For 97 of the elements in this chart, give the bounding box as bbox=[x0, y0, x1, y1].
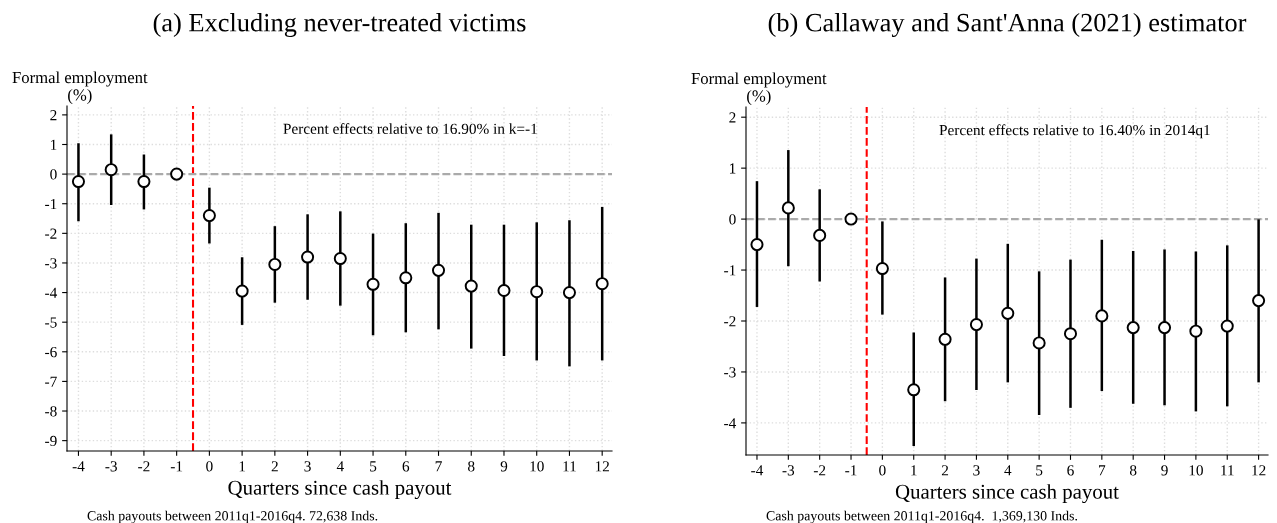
text: Cash payouts between 2011q1-2016q4. 1,369,130 Inds. bbox=[766, 510, 1078, 523]
point bbox=[813, 228, 827, 242]
x-tick-label: 4 bbox=[1004, 465, 1012, 476]
point bbox=[750, 238, 764, 252]
point bbox=[1158, 321, 1172, 335]
annotation: Percent effects relative to 16.40% in 2014q1 bbox=[939, 124, 1210, 139]
point bbox=[71, 174, 85, 189]
point bbox=[268, 257, 282, 271]
x-axis-title: Quarters since cash payout bbox=[228, 480, 452, 500]
x-tick-label: -3 bbox=[105, 461, 117, 472]
x-tick-label: 0 bbox=[879, 465, 886, 476]
x-tick-label: 6 bbox=[1067, 465, 1074, 476]
chart-title: (b) Callaway and Sant'Anna (2021) estimator bbox=[768, 13, 1247, 37]
x-tick-label: 1 bbox=[239, 461, 246, 472]
y-tick-label: 0 bbox=[729, 214, 736, 225]
x-tick-label: 5 bbox=[1036, 465, 1043, 476]
y-tick-label: -2 bbox=[724, 316, 736, 327]
point bbox=[595, 277, 609, 291]
y-axis-title: Formal employment (%) bbox=[691, 72, 827, 105]
y-tick-label: -5 bbox=[45, 317, 57, 328]
x-tick-label: -1 bbox=[170, 461, 183, 472]
point bbox=[170, 167, 184, 181]
x-tick-label: 2 bbox=[271, 461, 278, 472]
x-tick-label: 10 bbox=[1189, 465, 1203, 476]
x-tick-label: 9 bbox=[500, 461, 508, 472]
y-tick-label: -7 bbox=[45, 376, 57, 387]
y-tick-label: 2 bbox=[50, 110, 57, 121]
point bbox=[301, 250, 315, 264]
point bbox=[1189, 324, 1203, 338]
y-tick-label: 0 bbox=[50, 169, 57, 180]
y-tick-label: -1 bbox=[724, 265, 736, 276]
x-tick-label: 12 bbox=[595, 461, 609, 472]
x-tick-label: 3 bbox=[973, 465, 980, 476]
x-tick-label: 0 bbox=[206, 461, 213, 472]
point bbox=[562, 286, 576, 300]
chart-title: (a) Excluding never-treated victims bbox=[153, 13, 526, 37]
x-tick-label: 9 bbox=[1161, 465, 1168, 476]
y-tick-label: -8 bbox=[45, 406, 57, 417]
point bbox=[235, 284, 249, 298]
point bbox=[875, 261, 889, 276]
x-tick-label: -4 bbox=[751, 465, 764, 476]
x-tick-label: 1 bbox=[911, 465, 917, 476]
x-tick-label: 7 bbox=[1099, 465, 1106, 476]
point bbox=[1126, 321, 1140, 335]
y-tick-label: -4 bbox=[724, 418, 737, 429]
y-tick-label: 1 bbox=[50, 139, 57, 150]
point bbox=[104, 163, 118, 177]
y-tick-label: -6 bbox=[45, 346, 57, 358]
point bbox=[781, 201, 795, 215]
point bbox=[1032, 336, 1046, 350]
point bbox=[938, 332, 952, 346]
annotation: Percent effects relative to 16.90% in k=-1 bbox=[283, 123, 537, 135]
x-tick-label: 11 bbox=[1221, 465, 1234, 476]
point bbox=[399, 271, 413, 285]
y-tick-label: -9 bbox=[45, 435, 57, 447]
x-tick-label: 10 bbox=[530, 461, 544, 472]
point bbox=[464, 279, 478, 293]
point bbox=[497, 283, 511, 298]
point bbox=[1252, 294, 1266, 308]
x-tick-label: 5 bbox=[370, 461, 377, 472]
point bbox=[530, 285, 544, 299]
x-tick-label: 2 bbox=[941, 465, 949, 476]
text: Cash payouts between 2011q1-2016q4. 72,638 Inds. bbox=[87, 510, 378, 523]
y-tick-label: 2 bbox=[729, 112, 736, 123]
point bbox=[431, 263, 446, 277]
y-tick-label: -2 bbox=[45, 228, 57, 239]
x-tick-label: 7 bbox=[435, 461, 442, 472]
point bbox=[202, 209, 216, 223]
x-tick-label: 8 bbox=[468, 461, 475, 472]
point bbox=[969, 318, 983, 332]
y-tick-label: -4 bbox=[45, 287, 58, 298]
point bbox=[1220, 319, 1234, 333]
x-tick-label: 8 bbox=[1129, 465, 1137, 476]
point bbox=[1001, 306, 1015, 320]
x-tick-label: 3 bbox=[304, 461, 311, 472]
point bbox=[844, 212, 858, 226]
x-axis-title: Quarters since cash payout bbox=[895, 484, 1119, 504]
x-tick-label: 12 bbox=[1252, 465, 1266, 476]
y-axis-title: Formal employment (%) bbox=[12, 71, 148, 104]
x-tick-label: -3 bbox=[782, 465, 795, 476]
x-tick-label: -4 bbox=[72, 461, 85, 472]
point bbox=[137, 174, 151, 189]
point bbox=[366, 277, 380, 291]
point bbox=[1063, 327, 1078, 341]
x-tick-label: 6 bbox=[402, 461, 410, 472]
y-tick-label: 1 bbox=[729, 163, 736, 174]
y-tick-label: -3 bbox=[45, 258, 57, 269]
x-tick-label: -2 bbox=[138, 461, 150, 472]
point bbox=[907, 383, 921, 397]
x-tick-label: 4 bbox=[336, 461, 344, 472]
x-tick-label: -2 bbox=[813, 465, 826, 476]
y-tick-label: -1 bbox=[45, 198, 57, 210]
point bbox=[333, 251, 347, 266]
y-tick-label: -3 bbox=[724, 367, 736, 378]
point bbox=[1095, 309, 1109, 323]
x-tick-label: -1 bbox=[845, 465, 857, 476]
x-tick-label: 11 bbox=[563, 461, 576, 472]
